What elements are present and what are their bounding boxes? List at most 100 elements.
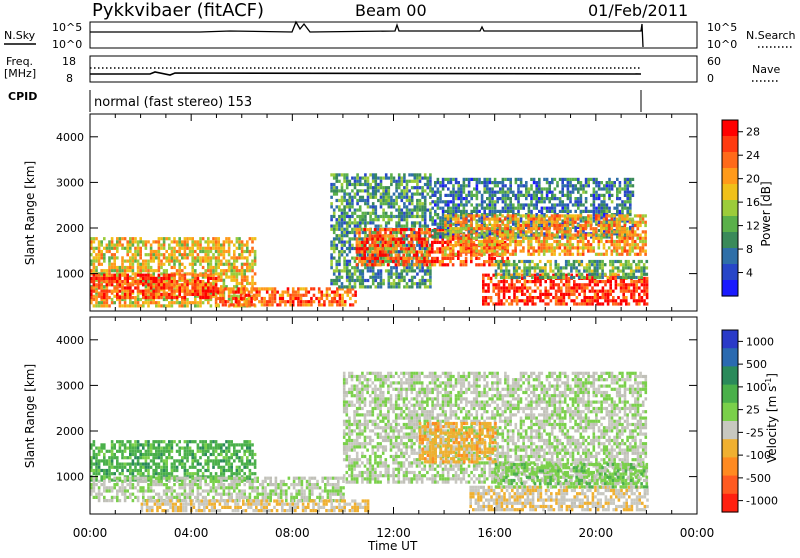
scatter-cell: [173, 280, 176, 283]
scatter-cell: [590, 243, 593, 246]
scatter-cell: [561, 207, 564, 210]
scatter-cell: [643, 290, 646, 293]
scatter-cell: [380, 279, 383, 282]
scatter-cell: [336, 300, 339, 303]
scatter-cell: [321, 303, 324, 306]
scatter-cell: [223, 244, 226, 247]
scatter-cell: [403, 173, 406, 176]
scatter-cell: [455, 197, 458, 200]
scatter-cell: [197, 256, 200, 259]
scatter-cell: [533, 194, 536, 197]
scatter-cell: [539, 299, 542, 302]
scatter-cell: [349, 180, 352, 183]
scatter-cell: [604, 280, 607, 283]
scatter-cell: [625, 302, 628, 305]
scatter-cell: [351, 257, 354, 260]
scatter-cell: [526, 290, 529, 293]
scatter-cell: [184, 247, 187, 250]
scatter-cell: [530, 194, 533, 197]
scatter-cell: [111, 269, 114, 272]
scatter-cell: [421, 266, 424, 269]
scatter-cell: [385, 215, 388, 218]
scatter-cell: [362, 276, 365, 279]
scatter-cell: [629, 250, 632, 253]
scatter-cell: [642, 214, 645, 217]
scatter-cell: [207, 280, 210, 283]
scatter-cell: [517, 187, 520, 190]
scatter-cell: [512, 214, 515, 217]
scatter-cell: [434, 241, 437, 244]
scatter-cell: [625, 290, 628, 293]
scatter-cell: [359, 180, 362, 183]
scatter-cell: [150, 253, 153, 256]
scatter-cell: [585, 197, 588, 200]
scatter-cell: [398, 218, 401, 221]
scatter-cell: [468, 234, 471, 237]
scatter-cell: [254, 260, 257, 263]
scatter-cell: [390, 276, 393, 279]
scatter-cell: [233, 250, 236, 253]
scatter-cell: [305, 294, 308, 297]
scatter-cell: [341, 212, 344, 215]
scatter-cell: [349, 209, 352, 212]
scatter-cell: [621, 227, 624, 230]
scatter-cell: [155, 293, 158, 296]
scatter-cell: [486, 181, 489, 184]
scatter-cell: [444, 241, 447, 244]
scatter-cell: [553, 214, 556, 217]
scatter-cell: [224, 303, 227, 306]
scatter-cell: [476, 210, 479, 213]
scatter-cell: [364, 202, 367, 205]
scatter-cell: [233, 272, 236, 275]
scatter-cell: [184, 293, 187, 296]
scatter-cell: [132, 260, 135, 263]
scatter-cell: [504, 224, 507, 227]
scatter-cell: [548, 218, 551, 221]
scatter-cell: [375, 218, 378, 221]
scatter-cell: [163, 277, 166, 280]
scatter-cell: [455, 203, 458, 206]
scatter-cell: [385, 202, 388, 205]
scatter-cell: [410, 241, 413, 244]
scatter-cell: [351, 231, 354, 234]
scatter-cell: [530, 184, 533, 187]
scatter-cell: [95, 253, 98, 256]
scatter-cell: [483, 221, 486, 224]
scatter-cell: [419, 285, 422, 288]
scatter-cell: [463, 203, 466, 206]
scatter-cell: [460, 250, 463, 253]
scatter-cell: [535, 187, 538, 190]
scatter-cell: [108, 266, 111, 269]
scatter-cell: [263, 303, 266, 306]
scatter-cell: [199, 244, 202, 247]
scatter-cell: [504, 184, 507, 187]
scatter-cell: [494, 246, 497, 249]
scatter-cell: [194, 304, 197, 307]
scatter-cell: [427, 266, 430, 269]
scatter-cell: [95, 290, 98, 293]
scatter-cell: [103, 274, 106, 277]
scatter-cell: [478, 250, 481, 253]
scatter-cell: [559, 210, 562, 213]
scatter-cell: [592, 234, 595, 237]
scatter-cell: [593, 197, 596, 200]
scatter-cell: [450, 210, 453, 213]
scatter-cell: [111, 283, 114, 286]
scatter-cell: [497, 266, 500, 269]
scatter-cell: [581, 286, 584, 289]
scatter-cell: [624, 230, 627, 233]
scatter-cell: [491, 187, 494, 190]
scatter-cell: [356, 225, 359, 228]
scatter-cell: [341, 269, 344, 272]
scatter-cell: [406, 221, 409, 224]
scatter-cell: [543, 178, 546, 181]
scatter-cell: [212, 266, 215, 269]
scatter-cell: [142, 301, 145, 304]
scatter-cell: [577, 214, 580, 217]
scatter-cell: [491, 191, 494, 194]
scatter-cell: [382, 228, 385, 231]
scatter-cell: [609, 283, 612, 286]
scatter-cell: [522, 227, 525, 230]
scatter-cell: [147, 253, 150, 256]
scatter-cell: [514, 214, 517, 217]
